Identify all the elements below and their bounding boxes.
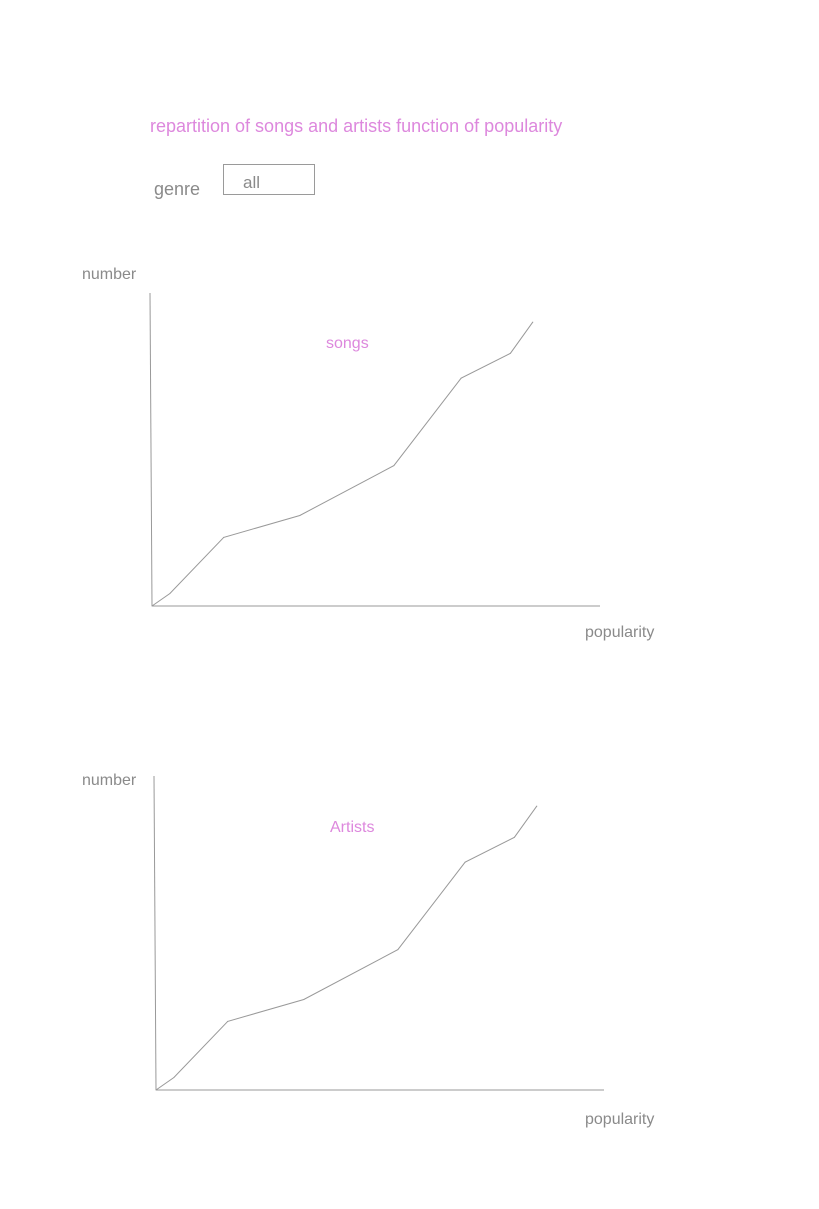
data-point [464,861,466,863]
genre-select[interactable]: all [223,164,315,195]
data-point [227,1020,229,1022]
artists-chart: number popularity Artists [0,760,819,1160]
data-point [513,836,515,838]
songs-chart-svg: number popularity songs [82,266,654,641]
data-point [536,805,538,807]
x-axis-label: popularity [585,624,654,641]
data-point [173,1077,175,1079]
data-point [393,465,395,467]
data-point [169,593,171,595]
data-point [460,377,462,379]
series-label-songs: songs [326,335,369,352]
data-point [223,536,225,538]
y-axis-label: number [82,266,137,283]
data-point [532,321,534,323]
songs-chart: number popularity songs [0,260,819,660]
y-axis [153,775,157,1091]
songs-line [151,321,534,607]
x-axis-label: popularity [585,1111,654,1128]
data-point [151,605,153,607]
genre-select-value: all [243,173,261,192]
data-point [509,352,511,354]
artists-chart-svg: number popularity Artists [82,772,654,1128]
page-title: repartition of songs and artists functio… [150,116,563,136]
genre-label: genre [154,179,201,199]
data-point [299,515,301,517]
data-point [303,999,305,1001]
artists-points [155,805,538,1091]
data-point [397,949,399,951]
y-axis [149,292,153,607]
songs-points [151,321,534,607]
series-label-artists: Artists [330,819,374,836]
data-point [155,1089,157,1091]
artists-line [155,805,538,1091]
y-axis-label: number [82,772,137,789]
